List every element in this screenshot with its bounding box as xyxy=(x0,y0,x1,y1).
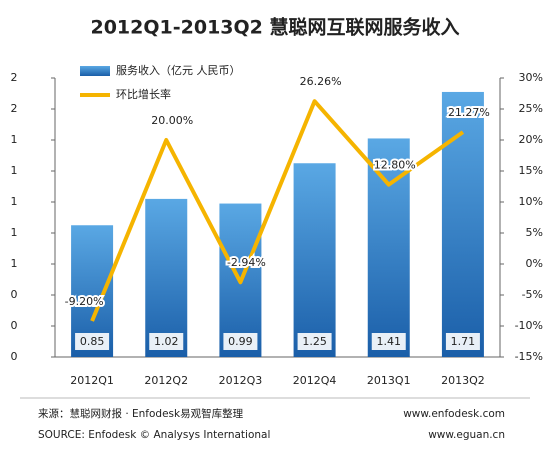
y2-tick-label: 15% xyxy=(519,164,543,177)
bar-value-label: 1.41 xyxy=(377,335,402,348)
bar-value-label: 1.25 xyxy=(302,335,327,348)
line-value-label: 21.27% xyxy=(448,106,490,119)
bar xyxy=(293,163,336,357)
y-tick-label: 2 xyxy=(11,71,18,84)
y2-tick-label: 0% xyxy=(526,257,543,270)
y-tick-label: 0 xyxy=(11,350,18,363)
bar-value-label: 1.71 xyxy=(451,335,476,348)
line-value-label: -9.20% xyxy=(65,295,104,308)
y2-tick-label: 20% xyxy=(519,133,543,146)
label-box xyxy=(371,333,406,350)
label-box xyxy=(297,333,332,350)
legend-label: 环比增长率 xyxy=(116,87,171,101)
label-box xyxy=(149,333,184,350)
y2-tick-label: 10% xyxy=(519,195,543,208)
label-box xyxy=(223,333,258,350)
source-en: SOURCE: Enfodesk © Analysys Internationa… xyxy=(38,429,270,441)
y-tick-label: 1 xyxy=(11,133,18,146)
url: www.eguan.cn xyxy=(428,429,505,441)
y2-tick-label: 25% xyxy=(519,102,543,115)
chart-title: 2012Q1-2013Q2 慧聪网互联网服务收入 xyxy=(90,16,459,39)
bar xyxy=(441,91,484,357)
bar-value-label: 1.02 xyxy=(154,335,179,348)
y2-tick-label: 5% xyxy=(526,226,543,239)
bar-value-label: 0.85 xyxy=(80,335,105,348)
line xyxy=(90,99,465,322)
line-value-label: 12.80% xyxy=(374,159,416,172)
y-tick-label: 1 xyxy=(11,257,18,270)
y-tick-label: 1 xyxy=(11,164,18,177)
line-value-label: -2.94% xyxy=(227,256,266,269)
y-tick-label: 0 xyxy=(11,288,18,301)
label-box xyxy=(445,333,480,350)
y2-tick-label: -5% xyxy=(522,288,543,301)
y2-tick-label: -15% xyxy=(515,350,543,363)
x-tick-label: 2013Q2 xyxy=(441,374,485,387)
y-tick-label: 1 xyxy=(11,195,18,208)
x-tick-label: 2012Q4 xyxy=(293,374,337,387)
line-value-label: 26.26% xyxy=(300,75,342,88)
x-tick-label: 2012Q1 xyxy=(70,374,114,387)
legend-swatch xyxy=(80,66,110,76)
bar-value-label: 0.99 xyxy=(228,335,253,348)
source-cn: 来源：慧聪网财报 · Enfodesk易观智库整理 xyxy=(38,407,244,420)
bar xyxy=(145,198,188,357)
x-tick-label: 2013Q1 xyxy=(367,374,411,387)
y-tick-label: 1 xyxy=(11,226,18,239)
line-value-label: 20.00% xyxy=(151,114,193,127)
y-tick-label: 0 xyxy=(11,319,18,332)
label-box xyxy=(75,333,110,350)
url: www.enfodesk.com xyxy=(403,408,505,420)
x-tick-label: 2012Q3 xyxy=(219,374,263,387)
legend-label: 服务收入（亿元 人民币） xyxy=(116,63,241,77)
x-tick-label: 2012Q2 xyxy=(144,374,188,387)
y2-tick-label: -10% xyxy=(515,319,543,332)
y-tick-label: 2 xyxy=(11,102,18,115)
y2-tick-label: 30% xyxy=(519,71,543,84)
